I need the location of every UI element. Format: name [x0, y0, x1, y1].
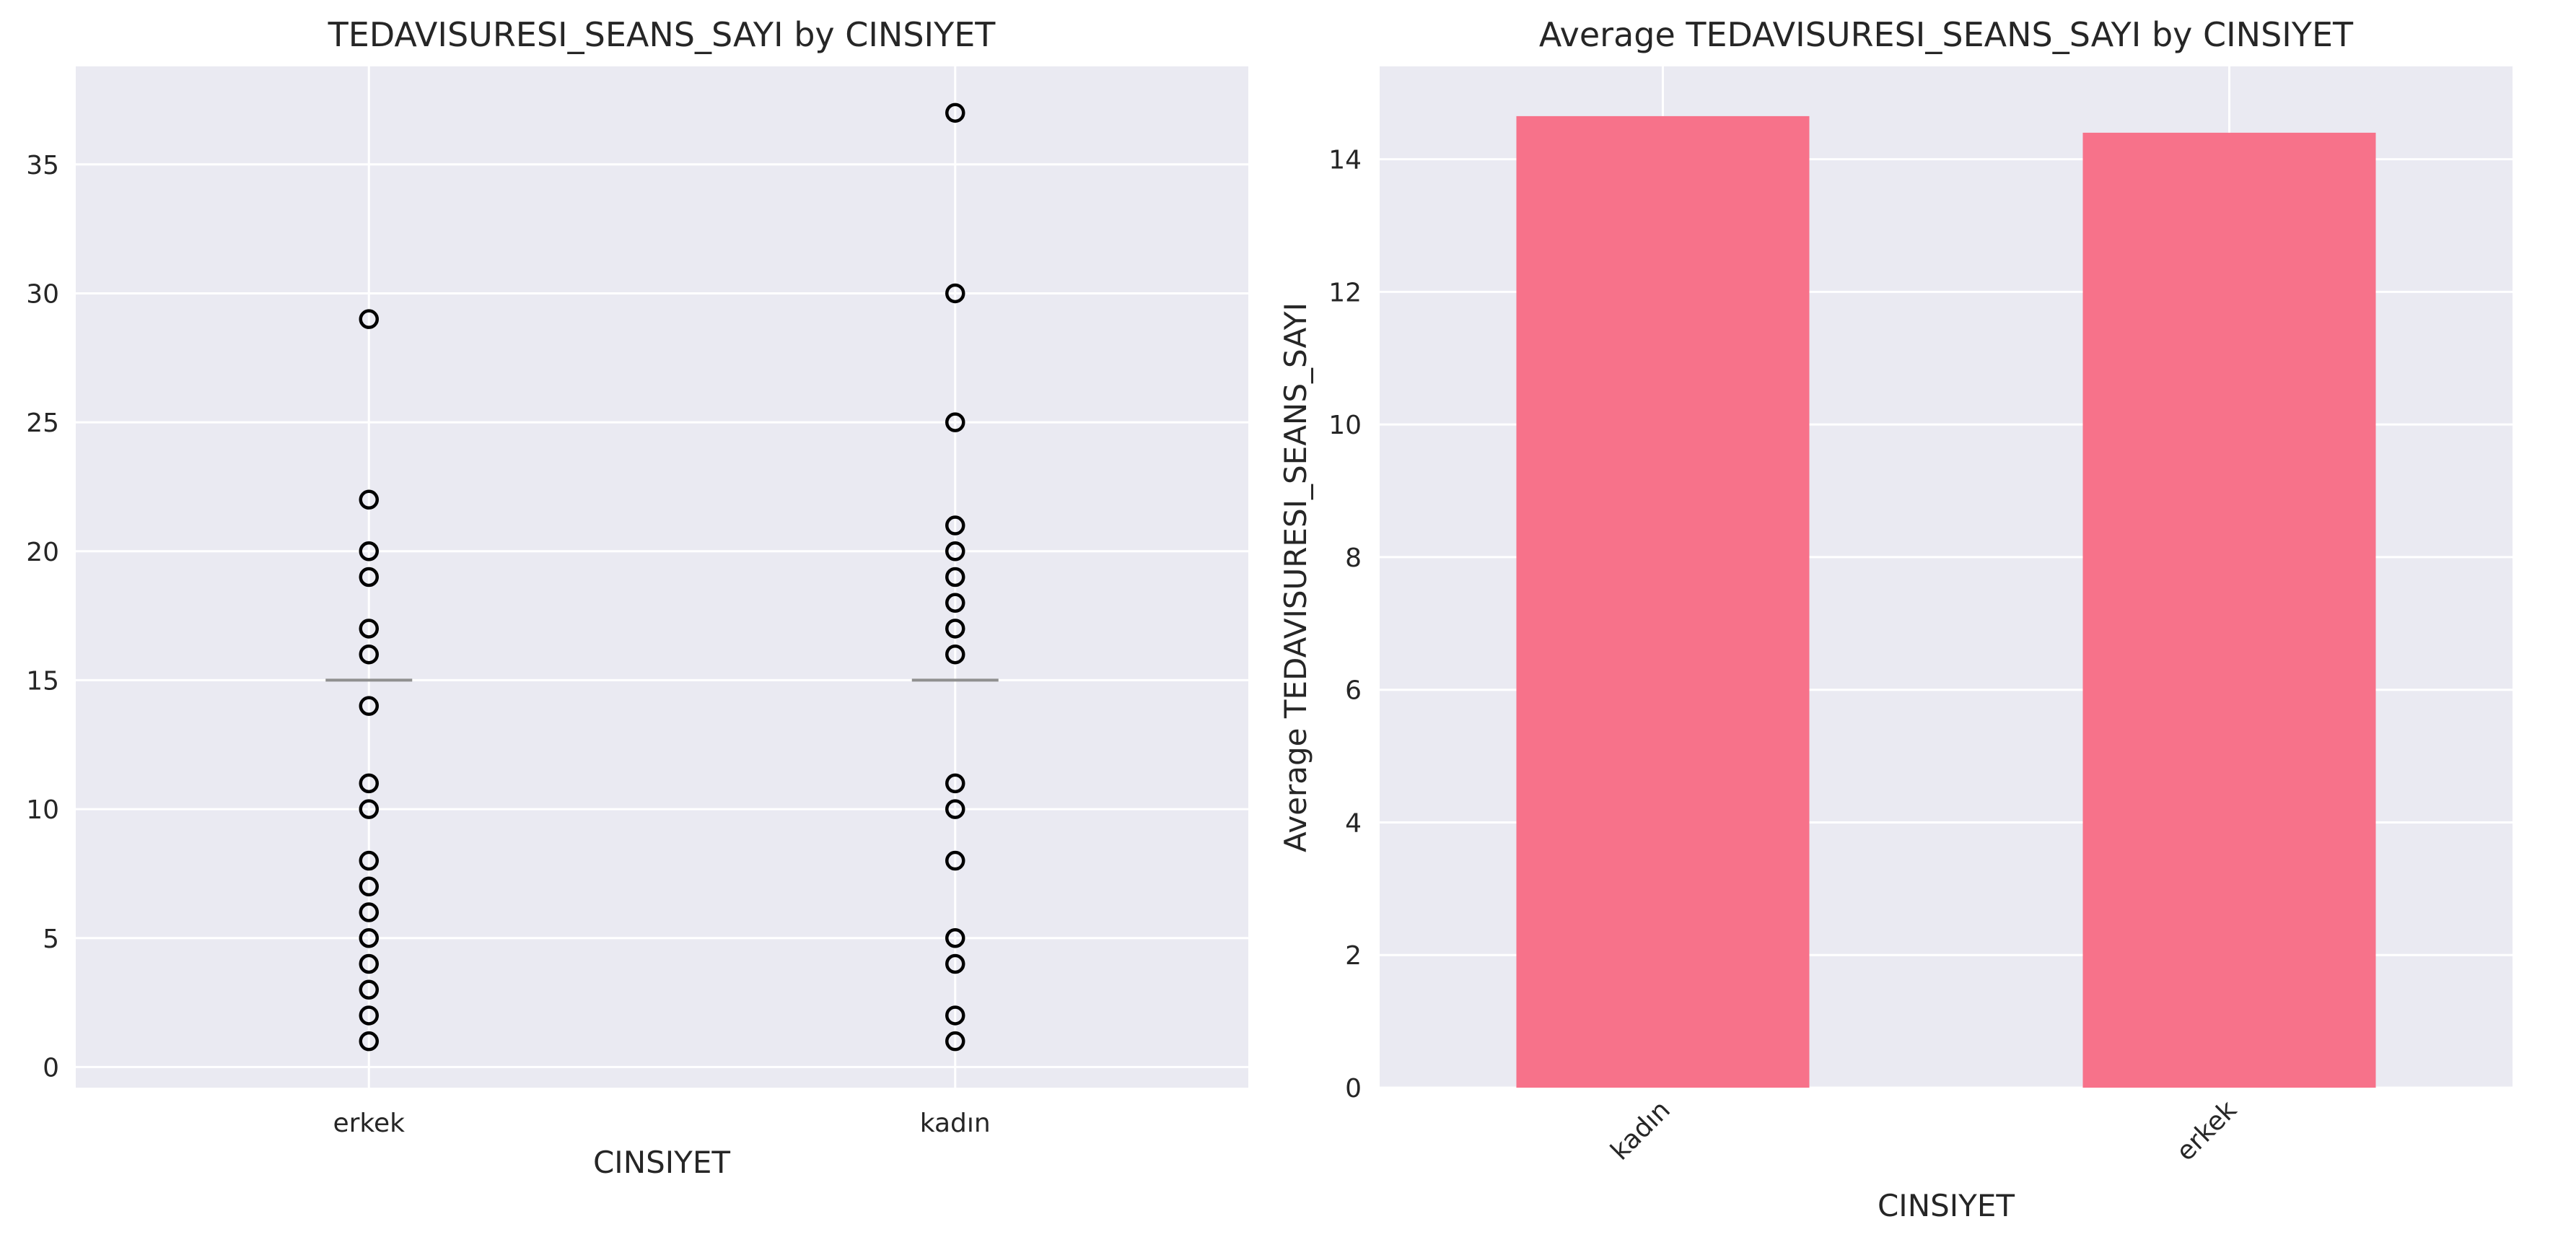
box-plot-y-tick-label: 15 [26, 666, 59, 696]
box-plot-y-tick-label: 35 [26, 151, 59, 180]
box-plot-outlier-point [359, 489, 379, 510]
box-plot-outlier-point [945, 283, 965, 304]
box-plot-x-tick-label: kadın [920, 1109, 991, 1138]
box-plot-outlier-point [359, 773, 379, 794]
bar-plot-y-tick-label: 2 [1345, 941, 1362, 971]
box-plot-area [76, 66, 1248, 1088]
bar-plot-y-tick-label: 4 [1345, 808, 1362, 838]
bar-plot-y-tick-label: 10 [1328, 411, 1362, 440]
bar-plot-bars [1516, 115, 2376, 1088]
box-plot-y-tick-label: 10 [26, 795, 59, 825]
bar-plot-x-axis-label: CINSIYET [1878, 1188, 2015, 1223]
box-plot-y-tick-label: 0 [43, 1053, 59, 1083]
box-plot-outlier-point [359, 619, 379, 639]
bar-plot-y-axis-label: Average TEDAVISURESI_SEANS_SAYI [1278, 302, 1313, 852]
box-plot-y-tick-label: 30 [26, 279, 59, 309]
box-plot-outlier-point [359, 644, 379, 665]
box-plot-outlier-point [945, 773, 965, 794]
bar-plot-title: Average TEDAVISURESI_SEANS_SAYI by CINSI… [1539, 15, 2354, 54]
box-plot-y-tick-label: 5 [43, 925, 59, 954]
bar-plot-y-tick-label: 14 [1328, 146, 1362, 175]
box-plot-outlier-point [945, 593, 965, 613]
bar-plot-y-ticks: 0 2 4 6 8 10 12 14 [1328, 146, 1362, 1104]
box-plot-outlier-point [359, 799, 379, 819]
box-plot-outlier-point [945, 850, 965, 871]
bar-plot-x-tick-label: kadın [1605, 1095, 1676, 1166]
box-plot-x-tick-label: erkek [333, 1109, 405, 1138]
box-plot-outlier-point [945, 1031, 965, 1052]
bar-plot-x-ticks: kadın erkek [1605, 1095, 2243, 1166]
box-plot-outlier-point [359, 1005, 379, 1026]
box-plot-outlier-point [359, 1031, 379, 1052]
box-plot-chart: 0 5 10 15 20 25 30 35 erkek kadın TEDAVISURESI_S… [26, 15, 1248, 1180]
box-plot-outlier-point [945, 102, 965, 123]
box-plot-outlier-point [945, 619, 965, 639]
box-plot-x-axis-label: CINSIYET [593, 1145, 730, 1180]
box-plot-x-ticks: erkek kadın [333, 1109, 990, 1138]
box-plot-outlier-point [945, 928, 965, 948]
box-plot-title: TEDAVISURESI_SEANS_SAYI by CINSIYET [328, 15, 996, 54]
box-plot-outlier-point [945, 541, 965, 562]
bar-plot-y-tick-label: 12 [1328, 278, 1362, 307]
box-plot-y-tick-label: 20 [26, 538, 59, 567]
box-plot-outlier-point [359, 567, 379, 587]
bar-kadın [1516, 115, 1810, 1088]
box-plot-outlier-point [359, 696, 379, 716]
box-plot-outlier-point [945, 412, 965, 432]
box-plot-outlier-point [359, 309, 379, 329]
box-plot-outlier-point [359, 953, 379, 974]
box-plot-outlier-point [945, 1005, 965, 1026]
box-plot-outlier-point [359, 876, 379, 897]
bar-plot-y-tick-label: 0 [1345, 1074, 1362, 1104]
box-plot-y-tick-label: 25 [26, 409, 59, 438]
box-plot-outlier-point [945, 953, 965, 974]
box-plot-outlier-point [359, 541, 379, 562]
box-plot-outlier-point [945, 567, 965, 587]
box-plot-marks [325, 102, 999, 1052]
box-plot-outlier-point [945, 644, 965, 665]
box-plot-outlier-point [359, 979, 379, 1000]
box-plot-outlier-point [359, 850, 379, 871]
box-plot-outlier-point [359, 902, 379, 922]
bar-plot-x-tick-label: erkek [2171, 1095, 2243, 1166]
box-plot-outlier-point [945, 515, 965, 536]
bar-chart: 0 2 4 6 8 10 12 14 kadın erkek Average TEDAVISUR… [1278, 15, 2513, 1223]
box-plot-outlier-point [359, 928, 379, 948]
box-plot-y-ticks: 0 5 10 15 20 25 30 35 [26, 151, 59, 1083]
bar-plot-y-tick-label: 8 [1345, 543, 1362, 573]
box-plot-grid [76, 66, 1248, 1088]
bar-erkek [2082, 132, 2376, 1088]
bar-plot-y-tick-label: 6 [1345, 676, 1362, 706]
box-plot-outlier-point [945, 799, 965, 819]
